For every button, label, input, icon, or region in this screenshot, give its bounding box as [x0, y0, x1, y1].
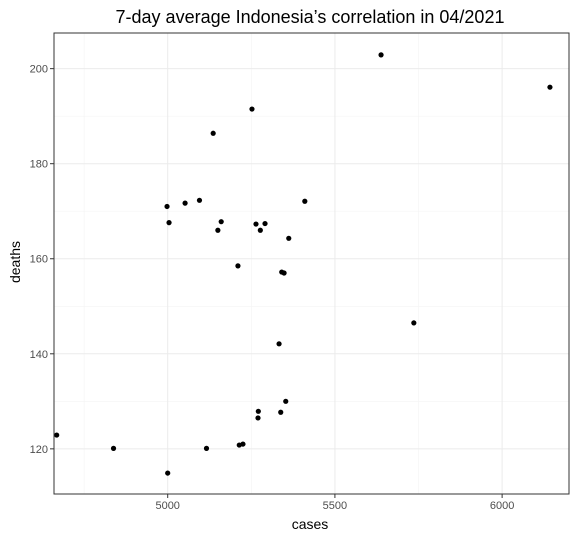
grid	[54, 33, 569, 494]
data-point	[253, 221, 259, 227]
data-point	[110, 445, 117, 451]
x-tick-label: 5000	[155, 500, 179, 512]
data-point	[235, 263, 241, 269]
data-point	[257, 227, 263, 233]
x-tick-label: 5500	[323, 500, 347, 512]
data-point	[249, 106, 255, 112]
data-point	[203, 445, 210, 451]
x-axis: 5000 5500 6000	[155, 494, 514, 512]
data-point	[276, 341, 282, 347]
y-tick-label: 160	[30, 254, 48, 266]
data-point	[262, 220, 268, 227]
y-axis: 120 140 160 180 200	[30, 64, 54, 456]
panel-border	[53, 32, 570, 495]
chart-title: 7-day average Indonesia’s correlation in…	[116, 7, 505, 27]
data-point	[240, 441, 246, 447]
data-point	[166, 220, 172, 226]
data-point	[255, 415, 261, 421]
data-point	[218, 219, 224, 225]
data-point	[286, 235, 292, 241]
data-point	[255, 408, 261, 414]
data-point	[411, 320, 417, 326]
data-point	[196, 197, 203, 203]
data-point	[281, 270, 287, 276]
data-point	[164, 203, 170, 210]
data-point	[182, 200, 188, 206]
y-axis-title: deaths	[7, 241, 23, 283]
y-tick-label: 180	[30, 159, 48, 171]
x-axis-title: cases	[292, 516, 329, 532]
x-tick-label: 6000	[490, 500, 514, 512]
data-point	[278, 409, 284, 415]
data-point	[302, 198, 308, 204]
data-point	[547, 84, 553, 90]
data-point	[283, 398, 289, 404]
data-point	[54, 432, 60, 438]
y-tick-label: 140	[30, 349, 48, 361]
data-point	[378, 52, 384, 58]
data-point	[215, 227, 221, 233]
data-points	[54, 52, 553, 476]
data-point	[210, 130, 216, 136]
data-point	[165, 470, 171, 476]
y-tick-label: 200	[30, 64, 48, 76]
y-tick-label: 120	[30, 444, 48, 456]
